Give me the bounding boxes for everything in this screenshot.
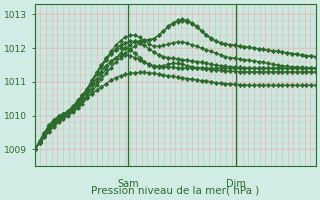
X-axis label: Pression niveau de la mer( hPa ): Pression niveau de la mer( hPa ) <box>91 186 260 196</box>
Text: Sam: Sam <box>117 179 139 189</box>
Text: Dim: Dim <box>226 179 246 189</box>
